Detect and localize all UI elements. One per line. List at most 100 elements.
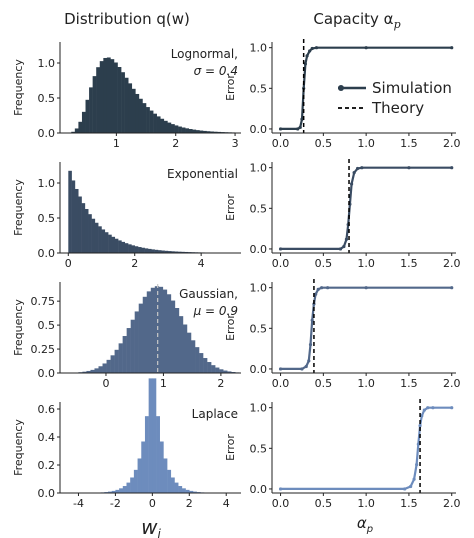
histogram-bar (210, 131, 214, 133)
simulation-point (300, 367, 304, 371)
y-axis-label: Frequency (12, 419, 25, 476)
histogram-bar (181, 488, 186, 493)
histogram-bar (151, 249, 155, 253)
histogram-bar (142, 296, 148, 373)
x-tick-label: 4 (223, 497, 230, 510)
panel-gaussian: 0 1 2 0.0 0.25 0.5 0.75 Frequency Gaussian, μ = 0… (12, 282, 241, 390)
y-tick-label: 1.0 (250, 162, 268, 175)
histogram-bar (106, 359, 111, 373)
histogram-bar (148, 248, 152, 253)
histogram-bar (191, 340, 196, 373)
histogram-bar (130, 477, 135, 493)
simulation-point (403, 487, 407, 491)
histogram-bar (156, 416, 160, 493)
x-tick-label: -4 (73, 497, 84, 510)
simulation-point (412, 477, 416, 481)
panel-annotation-param: σ = 0.4 (194, 64, 238, 78)
y-tick-label: 0.5 (38, 92, 56, 105)
histogram-bar (181, 127, 186, 133)
x-tick-label: 0.5 (315, 257, 333, 270)
y-axis-label: Frequency (12, 179, 25, 236)
x-tick-label: 1.5 (400, 137, 418, 150)
histogram-bar (163, 120, 168, 133)
histogram-bar (170, 124, 175, 133)
y-axis-label: Frequency (12, 299, 25, 356)
panel-lognormal-capacity: 0.0 0.5 1.0 1.5 2.0 0.0 0.5 1.0 Error (224, 39, 460, 150)
y-tick-label: 0.0 (38, 487, 56, 500)
x-tick-label: 0.5 (315, 497, 333, 510)
histogram-bar (122, 486, 127, 493)
panel-annotation: Laplace (192, 407, 238, 421)
histogram-bar (106, 57, 111, 133)
x-tick-label: 2.0 (443, 377, 461, 390)
y-tick-label: 1.0 (250, 282, 268, 295)
histogram-bar (133, 469, 138, 493)
histogram-bar (157, 250, 162, 253)
x-tick-label: 1 (113, 137, 120, 150)
histogram-bar (152, 378, 157, 493)
histogram-bar (94, 222, 99, 253)
x-tick-label: 1.5 (400, 257, 418, 270)
y-tick-label: 0.0 (250, 363, 268, 376)
histogram-bar (203, 358, 208, 373)
histogram-bar (158, 286, 164, 373)
histogram-bar (167, 251, 172, 253)
histogram-bar (174, 308, 180, 373)
simulation-point (418, 423, 422, 428)
simulation-point (308, 49, 312, 53)
histogram-bar (150, 287, 156, 373)
y-tick-label: 0.5 (250, 82, 268, 95)
simulation-point (450, 166, 454, 170)
histogram-bar (144, 416, 149, 493)
histogram-bar (124, 77, 129, 133)
histogram-bar (189, 490, 194, 493)
x-tick-label: 2 (131, 257, 138, 270)
histogram-bar (166, 294, 172, 373)
panel-exponential-capacity: 0.0 0.5 1.0 1.5 2.0 0.0 0.5 1.0 Error (224, 159, 460, 270)
histogram-bar (103, 57, 108, 133)
histogram-bar (85, 99, 90, 133)
histogram-bar (108, 234, 112, 253)
histogram-bar (138, 247, 142, 253)
y-tick-label: 0.5 (38, 212, 56, 225)
histogram-bar (142, 103, 147, 133)
simulation-point (344, 237, 349, 241)
x-tick-label: 0.5 (315, 377, 333, 390)
x-tick-label: 3 (232, 137, 239, 150)
legend-theory-label: Theory (371, 99, 424, 117)
histogram-bar (119, 488, 124, 493)
left-x-axis-label: wi (141, 515, 161, 538)
histogram-bar (163, 458, 168, 493)
histogram-bar (110, 59, 115, 133)
histogram-bar (111, 490, 116, 493)
x-tick-label: 0.5 (315, 137, 333, 150)
y-axis-label: Error (224, 434, 237, 461)
histogram-bar (99, 61, 104, 134)
simulation-point (426, 406, 430, 410)
histogram-bar (192, 491, 197, 493)
histogram-bar (101, 229, 106, 253)
histogram-bar (84, 209, 89, 253)
simulation-point (308, 342, 313, 347)
simulation-point (314, 292, 318, 296)
histogram-bar (86, 370, 91, 373)
simulation-point (422, 408, 426, 412)
x-tick-label: 1 (160, 377, 167, 390)
simulation-point (431, 406, 435, 410)
simulation-point (407, 166, 411, 170)
histogram-bar (199, 353, 204, 373)
histogram-bar (71, 180, 76, 253)
simulation-point (310, 46, 314, 51)
histogram-bar (213, 131, 218, 133)
y-axis-label: Error (224, 74, 237, 101)
y-tick-label: 0.5 (250, 322, 268, 335)
legend-simulation-marker (338, 85, 344, 91)
histogram-bar (146, 107, 150, 133)
histogram-bar (148, 378, 153, 493)
y-axis-label: Error (224, 194, 237, 221)
histogram-bar (126, 328, 131, 373)
y-axis-label: Error (224, 314, 237, 341)
x-tick-label: 1.5 (400, 497, 418, 510)
histogram-bar (178, 486, 183, 493)
histogram-bar (154, 249, 159, 253)
